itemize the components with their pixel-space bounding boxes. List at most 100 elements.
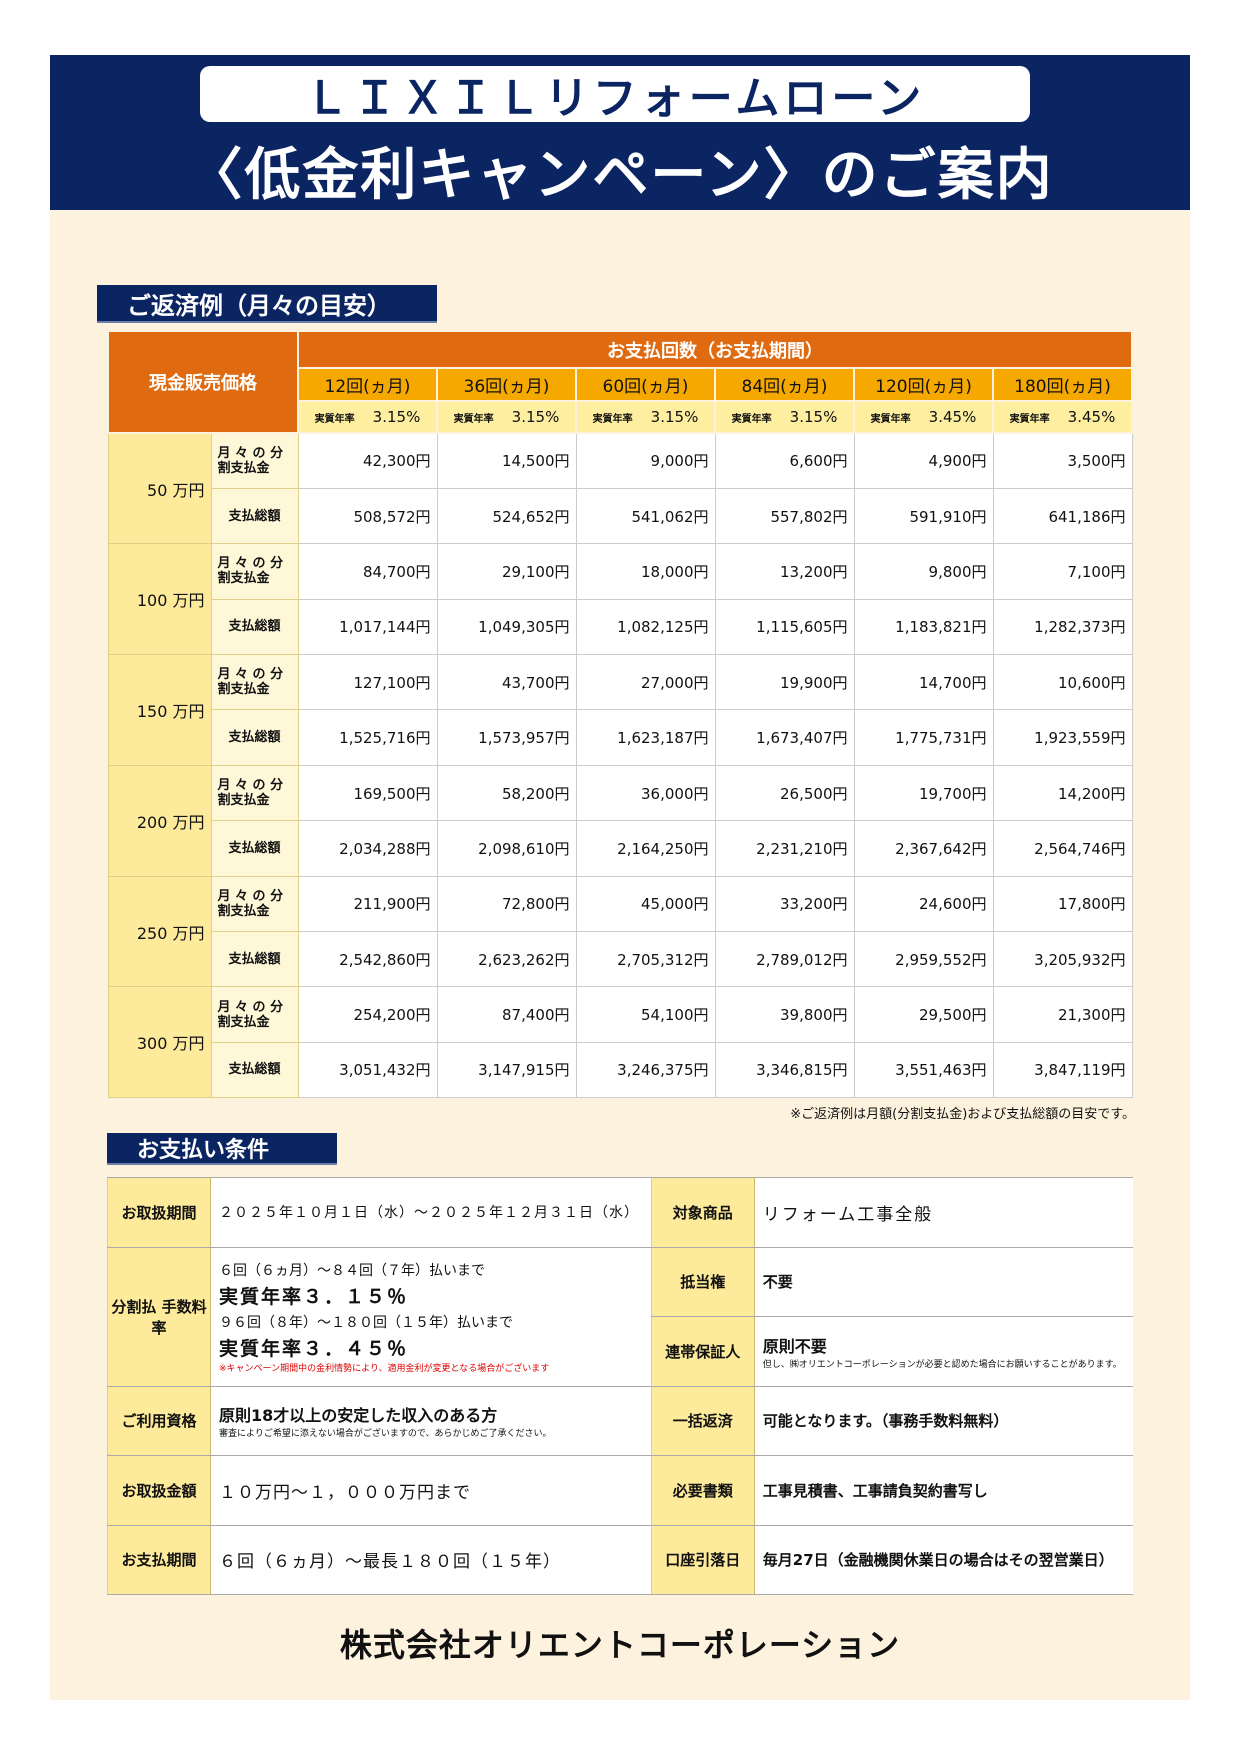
monthly-cell: 7,100円 (992, 543, 1133, 600)
total-cell: 1,017,144円 (297, 598, 438, 656)
cond-row: ご利用資格 原則18才以上の安定した収入のある方 審査によりご希望に添えない場合… (107, 1385, 1133, 1456)
conditions-table: お取扱期間 ２０２５年１０月１日（水）～２０２５年１２月３１日（水） 対象商品 … (107, 1177, 1133, 1595)
cond-row: お取扱期間 ２０２５年１０月１日（水）～２０２５年１２月３１日（水） 対象商品 … (107, 1177, 1133, 1248)
fee-rate-1: 実質年率３．１５％ (219, 1285, 409, 1308)
monthly-cell: 45,000円 (575, 875, 716, 933)
monthly-cell: 6,600円 (714, 432, 855, 489)
rate-label: 実質年率 (453, 414, 494, 425)
total-cell: 1,049,305円 (436, 598, 577, 656)
total-cell: 1,775,731円 (853, 709, 994, 766)
total-cell: 1,282,373円 (992, 598, 1133, 656)
table-row: 支払総額 2,034,288円 2,098,610円 2,164,250円 2,231,… (108, 820, 1133, 877)
total-cell: 3,551,463円 (853, 1041, 994, 1099)
total-cell: 2,623,262円 (436, 931, 577, 988)
rate-label: 実質年率 (731, 414, 772, 425)
prepay-label: 一括返済 (650, 1385, 755, 1456)
rate-label: 実質年率 (1009, 414, 1050, 425)
total-cell: 524,652円 (436, 487, 577, 545)
column-rate: 実質年率 3.45% (853, 400, 994, 434)
monthly-cell: 87,400円 (436, 986, 577, 1043)
monthly-cell: 29,500円 (853, 986, 994, 1043)
total-cell: 2,164,250円 (575, 820, 716, 877)
total-cell: 541,062円 (575, 487, 716, 545)
total-label: 支払総額 (210, 931, 299, 988)
monthly-cell: 39,800円 (714, 986, 855, 1043)
repayment-table: 現金販売価格 お支払回数（お支払期間） 12回(ヵ月) 36回(ヵ月) 60回(ヵ月) 8… (107, 330, 1133, 1099)
total-cell: 3,205,932円 (992, 931, 1133, 988)
price-cell: 100 万円 (107, 543, 212, 656)
monthly-cell: 84,700円 (297, 543, 438, 600)
monthly-label: 月 々 の 分割支払金 (210, 875, 299, 933)
column-rate: 実質年率 3.15% (714, 400, 855, 434)
total-cell: 2,705,312円 (575, 931, 716, 988)
monthly-cell: 42,300円 (297, 432, 438, 489)
column-rate: 実質年率 3.15% (436, 400, 577, 434)
monthly-label: 月 々 の 分割支払金 (210, 986, 299, 1043)
mortgage-label: 抵当権 (650, 1246, 755, 1317)
monthly-cell: 4,900円 (853, 432, 994, 489)
monthly-cell: 9,800円 (853, 543, 994, 600)
total-cell: 1,623,187円 (575, 709, 716, 766)
guarantor-note: 但し、㈱オリエントコーポレーションが必要と認めた場合にお願いすることがあります。 (762, 1359, 1122, 1370)
product-value: リフォーム工事全般 (754, 1177, 1133, 1248)
header-product-name: ＬＩＸＩＬリフォームローン (200, 66, 1030, 124)
table-row: 支払総額 2,542,860円 2,623,262円 2,705,312円 2,789,… (108, 931, 1133, 988)
table-row: 支払総額 3,051,432円 3,147,915円 3,246,375円 3,346,… (108, 1041, 1133, 1099)
column-rate: 実質年率 3.45% (992, 400, 1133, 434)
prepay-value: 可能となります。（事務手数料無料） (754, 1385, 1133, 1456)
monthly-cell: 169,500円 (297, 764, 438, 822)
monthly-label: 月 々 の 分割支払金 (210, 654, 299, 711)
monthly-cell: 254,200円 (297, 986, 438, 1043)
eligibility-note: 審査によりご希望に添えない場合がございますので、あらかじめご了承ください。 (219, 1429, 552, 1440)
fee-rate-2: 実質年率３．４５％ (219, 1337, 409, 1360)
table-row: 支払総額 1,525,716円 1,573,957円 1,623,187円 1,673,… (108, 709, 1133, 766)
period-header: お支払回数（お支払期間） (297, 330, 1133, 369)
monthly-cell: 21,300円 (992, 986, 1133, 1043)
monthly-cell: 19,700円 (853, 764, 994, 822)
column-rate: 実質年率 3.15% (297, 400, 438, 434)
period-label: お取扱期間 (107, 1177, 211, 1248)
table-row: 50 万円月 々 の 分割支払金 42,300円 14,500円 9,000円 6,60… (107, 432, 1133, 545)
monthly-cell: 72,800円 (436, 875, 577, 933)
total-cell: 2,367,642円 (853, 820, 994, 877)
table-row: 300 万円月 々 の 分割支払金 254,200円 87,400円 54,100円 3… (107, 986, 1133, 1099)
price-header: 現金販売価格 (107, 330, 299, 434)
amount-label: お取扱金額 (107, 1455, 211, 1526)
monthly-label: 月 々 の 分割支払金 (210, 432, 299, 489)
fee-note: ※キャンペーン期間中の金利情勢により、適用金利が変更となる場合がございます (219, 1363, 550, 1374)
cond-row: お取扱金額 １０万円～１，０００万円まで 必要書類 工事見積書、工事請負契約書写… (107, 1455, 1133, 1526)
conditions-section-title: お支払い条件 (107, 1133, 337, 1165)
rate-value: 3.45% (1067, 408, 1116, 426)
total-cell: 1,115,605円 (714, 598, 855, 656)
guarantor-value: 原則不要 但し、㈱オリエントコーポレーションが必要と認めた場合にお願いすることが… (754, 1316, 1133, 1387)
table-row: 100 万円月 々 の 分割支払金 84,700円 29,100円 18,000円 13… (107, 543, 1133, 656)
total-cell: 2,959,552円 (853, 931, 994, 988)
docs-value: 工事見積書、工事請負契約書写し (754, 1455, 1133, 1526)
monthly-cell: 19,900円 (714, 654, 855, 711)
cond-row: お支払期間 ６回（６ヵ月）～最長１８０回（１５年） 口座引落日 毎月27日（金融… (107, 1524, 1133, 1595)
eligibility-main: 原則18才以上の安定した収入のある方 (219, 1406, 498, 1426)
total-cell: 641,186円 (992, 487, 1133, 545)
cond-row: 連帯保証人 原則不要 但し、㈱オリエントコーポレーションが必要と認めた場合にお願… (108, 1316, 1133, 1387)
price-cell: 50 万円 (107, 432, 212, 545)
fee-range-1: ６回（６ヵ月）～８４回（７年）払いまで (219, 1262, 485, 1279)
eligibility-label: ご利用資格 (107, 1385, 211, 1456)
total-cell: 3,051,432円 (297, 1041, 438, 1099)
column-header: 60回(ヵ月) (575, 367, 716, 402)
monthly-label: 月 々 の 分割支払金 (210, 764, 299, 822)
debit-label: 口座引落日 (650, 1524, 755, 1595)
rate-value: 3.15% (650, 408, 699, 426)
fee-range-2: ９６回（８年）～１８０回（１５年）払いまで (219, 1314, 513, 1331)
table-row: 250 万円月 々 の 分割支払金 211,900円 72,800円 45,000円 3… (107, 875, 1133, 988)
column-header: 36回(ヵ月) (436, 367, 577, 402)
table-row: 150 万円月 々 の 分割支払金 127,100円 43,700円 27,000円 1… (107, 654, 1133, 766)
guarantor-main: 原則不要 (762, 1336, 827, 1356)
total-cell: 557,802円 (714, 487, 855, 545)
monthly-cell: 29,100円 (436, 543, 577, 600)
column-header: 120回(ヵ月) (853, 367, 994, 402)
period-value: ２０２５年１０月１日（水）～２０２５年１２月３１日（水） (210, 1177, 652, 1248)
mortgage-value: 不要 (754, 1246, 1133, 1317)
total-cell: 1,525,716円 (297, 709, 438, 766)
total-cell: 1,183,821円 (853, 598, 994, 656)
rate-value: 3.15% (372, 408, 421, 426)
